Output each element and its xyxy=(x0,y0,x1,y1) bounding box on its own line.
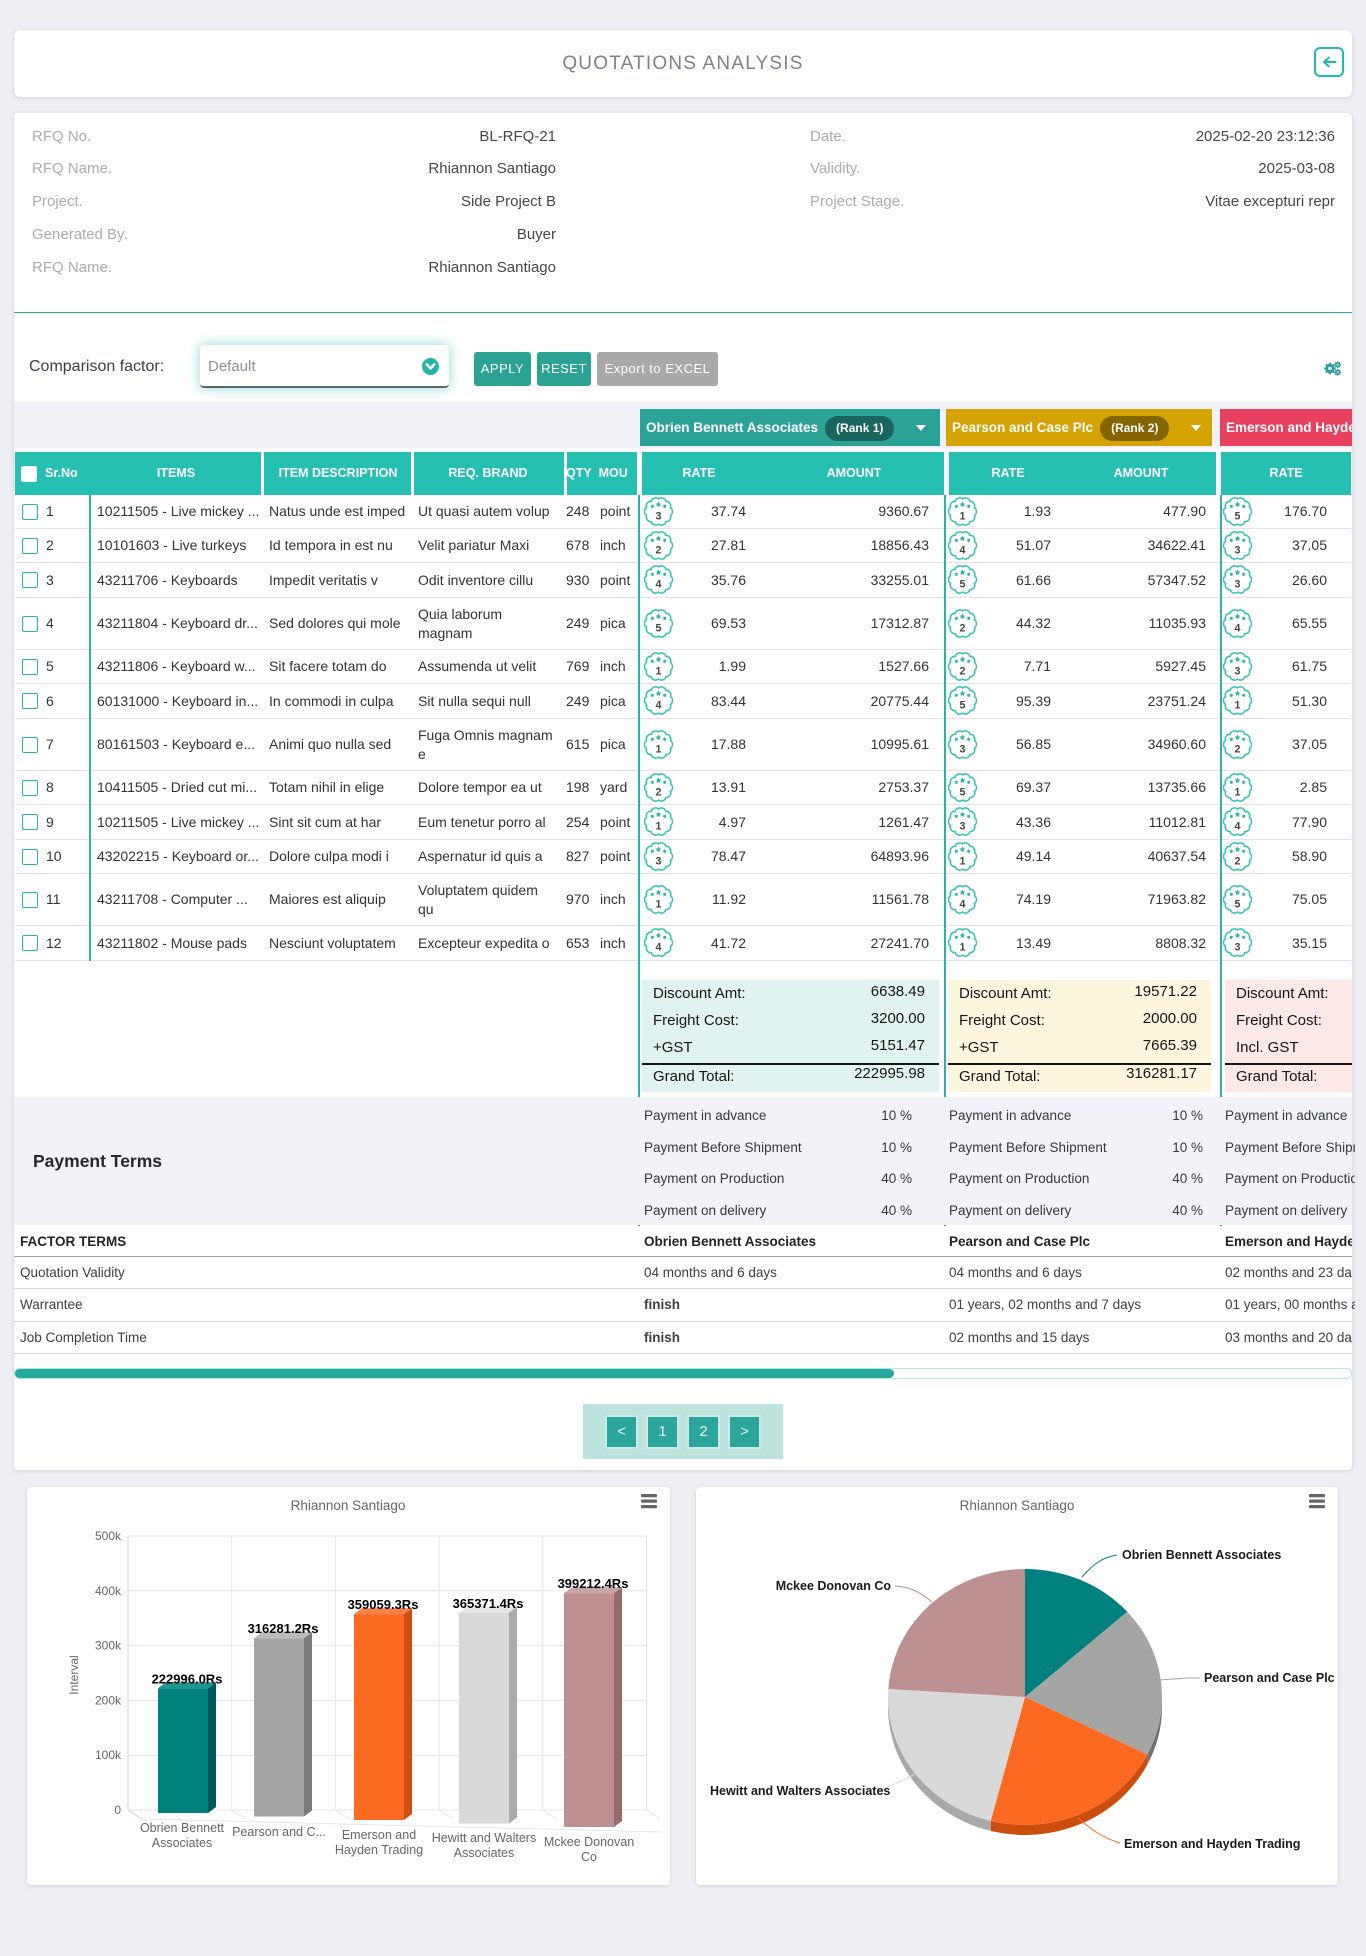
svg-text:2: 2 xyxy=(656,786,662,798)
svg-text:5: 5 xyxy=(960,699,966,711)
svg-text:2: 2 xyxy=(656,544,662,556)
svg-text:222996.0Rs: 222996.0Rs xyxy=(152,1671,223,1686)
svg-text:5: 5 xyxy=(656,622,662,634)
svg-text:1: 1 xyxy=(960,855,966,867)
svg-text:2: 2 xyxy=(960,665,966,677)
svg-text:400k: 400k xyxy=(95,1584,122,1598)
svg-text:300k: 300k xyxy=(95,1639,122,1653)
svg-text:1: 1 xyxy=(656,898,662,910)
svg-text:399212.4Rs: 399212.4Rs xyxy=(558,1576,629,1591)
svg-text:3: 3 xyxy=(1235,544,1241,556)
svg-text:1: 1 xyxy=(1235,786,1241,798)
svg-text:3: 3 xyxy=(656,510,662,522)
svg-text:2: 2 xyxy=(1235,743,1241,755)
svg-text:500k: 500k xyxy=(95,1529,122,1543)
svg-text:3: 3 xyxy=(656,855,662,867)
svg-text:5: 5 xyxy=(1235,510,1241,522)
svg-text:Obrien Bennett Associates: Obrien Bennett Associates xyxy=(1122,1548,1281,1562)
svg-text:1: 1 xyxy=(656,743,662,755)
svg-text:Mckee Donovan Co: Mckee Donovan Co xyxy=(776,1579,892,1593)
svg-text:4: 4 xyxy=(656,578,662,590)
svg-text:1: 1 xyxy=(960,510,966,522)
svg-text:Rhiannon Santiago: Rhiannon Santiago xyxy=(960,1498,1075,1513)
svg-text:365371.4Rs: 365371.4Rs xyxy=(453,1596,524,1611)
svg-text:4: 4 xyxy=(656,941,662,953)
svg-text:1: 1 xyxy=(656,820,662,832)
svg-text:0: 0 xyxy=(114,1803,121,1817)
svg-text:4: 4 xyxy=(1235,820,1241,832)
svg-text:359059.3Rs: 359059.3Rs xyxy=(348,1597,419,1612)
svg-text:2: 2 xyxy=(960,622,966,634)
svg-text:Pearson and C...: Pearson and C... xyxy=(232,1825,326,1839)
svg-text:3: 3 xyxy=(960,820,966,832)
svg-text:4: 4 xyxy=(656,699,662,711)
svg-text:4: 4 xyxy=(960,544,966,556)
svg-text:Pearson and Case Plc: Pearson and Case Plc xyxy=(1204,1671,1335,1685)
svg-text:Rhiannon Santiago: Rhiannon Santiago xyxy=(291,1498,406,1513)
svg-text:4: 4 xyxy=(960,898,966,910)
svg-text:5: 5 xyxy=(960,786,966,798)
svg-text:1: 1 xyxy=(656,665,662,677)
svg-text:3: 3 xyxy=(1235,941,1241,953)
svg-text:100k: 100k xyxy=(95,1748,122,1762)
svg-text:4: 4 xyxy=(1235,622,1241,634)
svg-text:Interval: Interval xyxy=(67,1655,81,1694)
svg-text:200k: 200k xyxy=(95,1693,122,1707)
svg-text:3: 3 xyxy=(1235,665,1241,677)
svg-text:3: 3 xyxy=(1235,578,1241,590)
svg-text:1: 1 xyxy=(960,941,966,953)
svg-text:Emerson and Hayden Trading: Emerson and Hayden Trading xyxy=(1124,1837,1300,1851)
svg-text:316281.2Rs: 316281.2Rs xyxy=(248,1621,319,1636)
svg-text:3: 3 xyxy=(960,743,966,755)
svg-text:1: 1 xyxy=(1235,699,1241,711)
svg-text:Hewitt and Walters Associates: Hewitt and Walters Associates xyxy=(710,1784,890,1798)
svg-text:5: 5 xyxy=(960,578,966,590)
svg-text:5: 5 xyxy=(1235,898,1241,910)
svg-text:2: 2 xyxy=(1235,855,1241,867)
